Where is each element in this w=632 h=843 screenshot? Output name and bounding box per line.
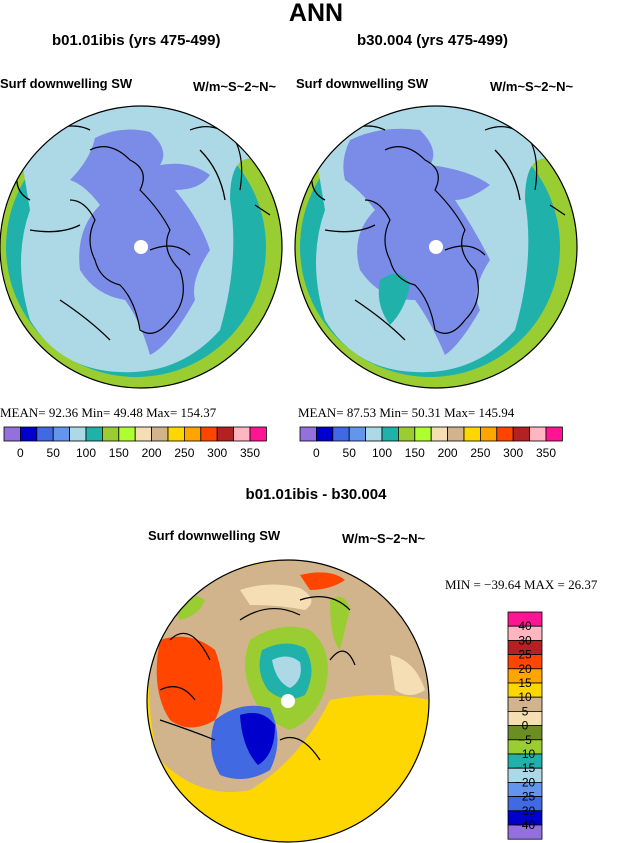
colorbar-swatch (85, 426, 103, 442)
colorbar-label: 150 (405, 446, 425, 460)
colorbar-label: −40 (515, 818, 536, 832)
colorbar-swatch (36, 426, 54, 442)
colorbar-swatch (102, 426, 120, 442)
colorbar-swatch (430, 426, 449, 442)
colorbar-label: 40 (518, 619, 532, 633)
colorbar-swatch (299, 426, 317, 442)
panel1-stats: MEAN= 92.36 Min= 49.48 Max= 154.37 (0, 405, 217, 420)
colorbar-swatch (512, 426, 531, 442)
diff-map (147, 560, 429, 842)
panel1-units: W/m~S~2~N~ (193, 79, 277, 94)
colorbar-swatch (332, 426, 350, 442)
colorbar-label: 350 (536, 446, 556, 460)
colorbar-label: 10 (518, 690, 532, 704)
colorbar-label: 50 (47, 446, 61, 460)
colorbar-label: −10 (515, 747, 536, 761)
panel2-colorbar: 0 50 100 150 200 250 300 350 (299, 426, 563, 460)
colorbar-swatch (19, 426, 38, 442)
colorbar-label: 350 (240, 446, 260, 460)
colorbar-label: −20 (515, 775, 536, 789)
colorbar-swatch (315, 426, 334, 442)
colorbar-label: 250 (174, 446, 194, 460)
colorbar-swatch (496, 426, 514, 442)
colorbar-swatch (447, 426, 465, 442)
colorbar-label: 250 (470, 446, 490, 460)
colorbar-label: −15 (515, 761, 536, 775)
panel1-colorbar: 0 50 100 150 200 250 300 350 (3, 426, 267, 460)
panel2-map (295, 106, 577, 388)
colorbar-swatch (463, 426, 481, 442)
diff-stats: MIN = −39.64 MAX = 26.37 (445, 577, 598, 592)
colorbar-swatch (249, 426, 267, 442)
colorbar-label: 15 (518, 676, 532, 690)
diff-title: b01.01ibis - b30.004 (245, 486, 387, 503)
colorbar-swatch (134, 426, 152, 442)
colorbar-swatch (183, 426, 202, 442)
panel1-variable: Surf downwelling SW (0, 76, 133, 91)
colorbar-label: 100 (76, 446, 96, 460)
colorbar-label: 200 (438, 446, 458, 460)
colorbar-label: 50 (343, 446, 357, 460)
panel1-title: b01.01ibis (yrs 475-499) (52, 32, 221, 49)
main-title: ANN (288, 0, 344, 27)
panel2-units: W/m~S~2~N~ (490, 79, 574, 94)
colorbar-swatch (348, 426, 367, 442)
colorbar-swatch (3, 426, 21, 442)
colorbar-label: 0 (522, 719, 529, 733)
colorbar-label: 200 (142, 446, 162, 460)
colorbar-swatch (167, 426, 185, 442)
colorbar-swatch (397, 426, 416, 442)
colorbar-label: 0 (17, 446, 24, 460)
colorbar-label: 150 (109, 446, 129, 460)
colorbar-label: −5 (518, 733, 532, 747)
panel2-variable: Surf downwelling SW (296, 76, 429, 91)
colorbar-swatch (200, 426, 218, 442)
colorbar-swatch (216, 426, 234, 442)
colorbar-label: 100 (372, 446, 392, 460)
colorbar-swatch (365, 426, 383, 442)
colorbar-label: 20 (518, 662, 532, 676)
colorbar-swatch (545, 426, 563, 442)
colorbar-swatch (529, 426, 547, 442)
colorbar-swatch (414, 426, 432, 442)
colorbar-label: 5 (522, 704, 529, 718)
colorbar-swatch (479, 426, 498, 442)
colorbar-label: 30 (518, 633, 532, 647)
colorbar-label: −30 (515, 804, 536, 818)
colorbar-label: 300 (503, 446, 523, 460)
colorbar-swatch (151, 426, 169, 442)
panel2-title: b30.004 (yrs 475-499) (357, 32, 508, 49)
colorbar-label: 0 (313, 446, 320, 460)
colorbar-label: 300 (207, 446, 227, 460)
colorbar-swatch (233, 426, 251, 442)
colorbar-swatch (69, 426, 87, 442)
colorbar-swatch (52, 426, 71, 442)
panel2-stats: MEAN= 87.53 Min= 50.31 Max= 145.94 (298, 405, 515, 420)
diff-units: W/m~S~2~N~ (342, 531, 426, 546)
diff-variable: Surf downwelling SW (148, 528, 281, 543)
colorbar-swatch (381, 426, 399, 442)
colorbar-label: 25 (518, 648, 532, 662)
colorbar-swatch (118, 426, 136, 442)
colorbar-label: −25 (515, 790, 536, 804)
colorbar-swatch (507, 824, 543, 840)
